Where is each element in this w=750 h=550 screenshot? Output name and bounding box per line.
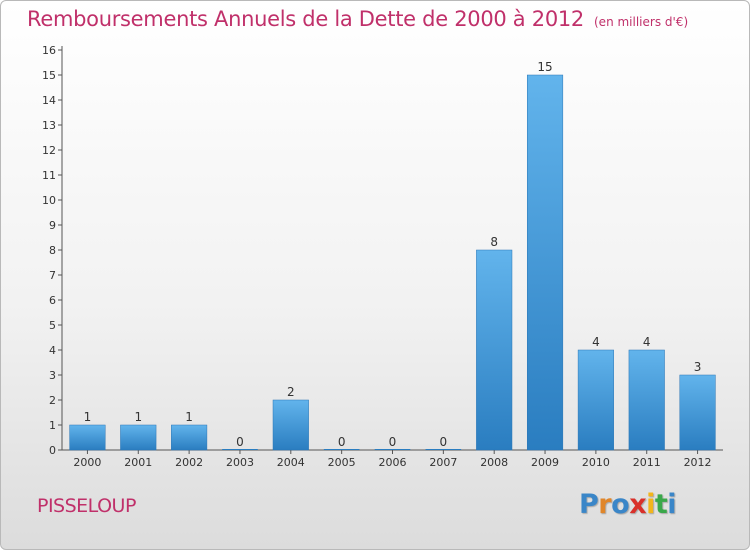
y-tick-label: 4 (49, 344, 56, 357)
y-tick-label: 15 (42, 69, 56, 82)
logo-letter: t (654, 489, 668, 520)
data-label-2006: 0 (389, 435, 397, 449)
logo-letter: x (629, 489, 647, 520)
bar-2007 (425, 449, 462, 450)
y-tick-label: 3 (49, 369, 56, 382)
data-label-2009: 15 (537, 60, 552, 74)
y-tick-label: 14 (42, 94, 56, 107)
x-tick-label: 2004 (277, 456, 305, 469)
chart-title-text: Remboursements Annuels de la Dette de 20… (27, 7, 584, 31)
y-tick-label: 13 (42, 119, 56, 132)
x-tick-label: 2007 (429, 456, 457, 469)
logo-letter: o (611, 489, 630, 520)
y-tick-label: 16 (42, 44, 56, 57)
y-tick-label: 2 (49, 394, 56, 407)
bar-2009 (526, 74, 564, 451)
y-tick-label: 10 (42, 194, 56, 207)
y-tick-label: 6 (49, 294, 56, 307)
data-label-2011: 4 (643, 335, 651, 349)
data-label-2002: 1 (185, 410, 193, 424)
y-tick-label: 8 (49, 244, 56, 257)
logo-letter: P (579, 489, 599, 520)
logo-letter: r (598, 489, 612, 520)
y-tick-label: 1 (49, 419, 56, 432)
chart-title: Remboursements Annuels de la Dette de 20… (27, 7, 688, 31)
unit-note: (en milliers d'€) (594, 15, 689, 29)
bars: 1 1 1 0 2 0 0 0 8 15 4 4 3 (69, 60, 716, 451)
x-tick-label: 2010 (582, 456, 610, 469)
x-tick-label: 2008 (480, 456, 508, 469)
x-tick-label: 2011 (633, 456, 661, 469)
x-tick-label: 2003 (226, 456, 254, 469)
data-label-2001: 1 (134, 410, 142, 424)
data-label-2010: 4 (592, 335, 600, 349)
data-label-2007: 0 (440, 435, 448, 449)
bar-2004 (272, 399, 309, 451)
bar-2001 (120, 424, 157, 451)
y-tick-label: 11 (42, 169, 56, 182)
x-tick-label: 2001 (124, 456, 152, 469)
bar-2011 (628, 349, 665, 451)
logo-letter: i (667, 489, 677, 520)
data-label-2003: 0 (236, 435, 244, 449)
y-tick-label: 7 (49, 269, 56, 282)
commune-name: PISSELOUP (37, 495, 136, 517)
data-label-2004: 2 (287, 385, 295, 399)
bar-2008 (476, 249, 513, 451)
data-label-2012: 3 (694, 360, 702, 374)
bar-2012 (679, 374, 716, 451)
logo-letter: i (646, 489, 655, 520)
y-tick-label: 5 (49, 319, 56, 332)
bar-2005 (323, 449, 360, 450)
x-tick-label: 2009 (531, 456, 559, 469)
y-tick-label: 12 (42, 144, 56, 157)
data-label-2005: 0 (338, 435, 346, 449)
bar-2010 (577, 349, 614, 451)
x-tick-label: 2012 (684, 456, 712, 469)
x-tick-label: 2000 (73, 456, 101, 469)
x-tick-label: 2006 (379, 456, 407, 469)
x-tick-label: 2002 (175, 456, 203, 469)
bar-2000 (69, 424, 106, 451)
bar-2003 (222, 449, 258, 450)
data-label-2000: 1 (84, 410, 92, 424)
bar-2006 (374, 449, 411, 450)
bar-2002 (171, 424, 208, 451)
y-tick-label: 0 (49, 444, 56, 457)
y-tick-label: 9 (49, 219, 56, 232)
data-label-2008: 8 (490, 235, 498, 249)
x-tick-label: 2005 (328, 456, 356, 469)
proxiti-logo: Proxiti (579, 489, 677, 520)
